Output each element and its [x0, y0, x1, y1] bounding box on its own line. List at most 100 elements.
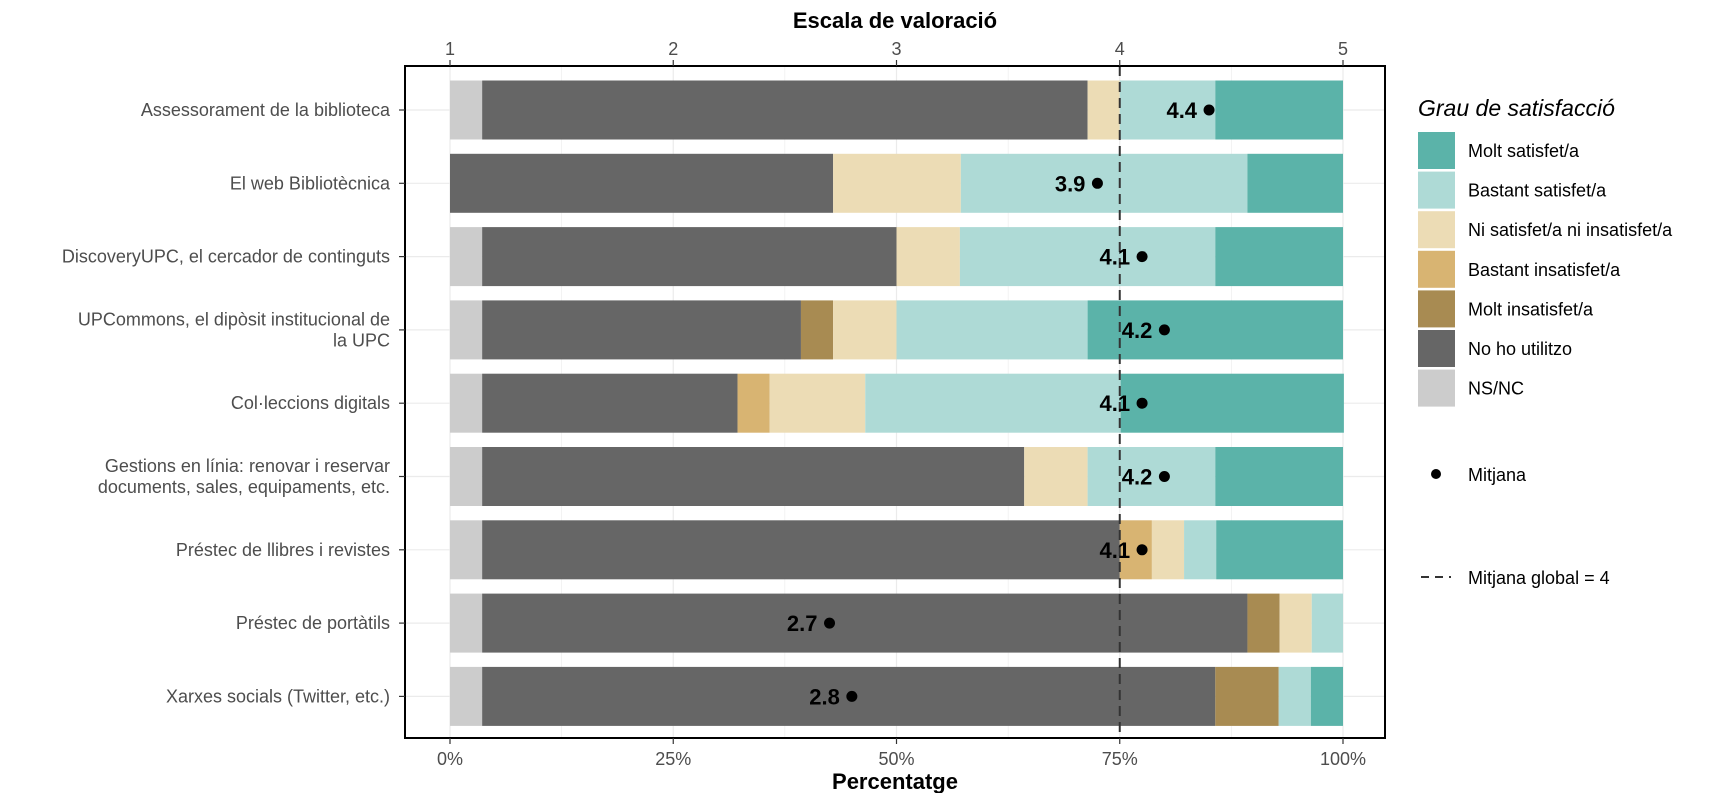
bar-segment: [1215, 227, 1343, 287]
category-label: Xarxes socials (Twitter, etc.): [166, 686, 390, 706]
bar-segment: [1279, 593, 1312, 653]
x2-tick-label: 1: [445, 39, 455, 59]
x-tick-label: 25%: [655, 749, 691, 769]
mean-label: 4.1: [1099, 245, 1130, 270]
bar-segment: [1120, 373, 1344, 433]
bar-segment: [1247, 153, 1343, 213]
bar-segment: [896, 227, 960, 287]
mean-label: 4.2: [1122, 318, 1153, 343]
mean-point: [824, 617, 836, 629]
top-axis-ticks: 1 2 3 4 5: [445, 39, 1348, 66]
bar-segment: [450, 153, 834, 213]
means-group: 4.4 3.9 4.1 4.2 4.1 4.2 4.1 2.7 2.8: [787, 98, 1215, 709]
mean-label: 4.1: [1099, 391, 1130, 416]
bar-segment: [833, 300, 897, 360]
category-label: Préstec de portàtils: [236, 613, 390, 633]
legend-item-label: Bastant insatisfet/a: [1468, 260, 1621, 280]
mean-label: 2.8: [809, 684, 840, 709]
legend-global-mean-label: Mitjana global = 4: [1468, 568, 1610, 588]
bar-segment: [1215, 666, 1279, 726]
legend-swatch: [1418, 290, 1455, 328]
bar-segment: [960, 153, 1248, 213]
mean-point: [1158, 471, 1170, 482]
mean-point: [1136, 397, 1148, 409]
x2-tick-label: 4: [1115, 39, 1125, 59]
legend-mean-point: [1431, 469, 1441, 479]
bar-segment: [450, 520, 483, 580]
category-label: Gestions en línia: renovar i reservar doc…: [98, 456, 390, 497]
mean-point: [1091, 177, 1103, 189]
x-tick-label: 0%: [437, 749, 463, 769]
bar-segment: [1216, 520, 1343, 580]
bar-segment: [737, 373, 770, 433]
bar-segment: [482, 593, 1248, 653]
bar-segment: [450, 300, 483, 360]
legend-swatch: [1418, 211, 1455, 249]
bar-segment: [450, 373, 483, 433]
legend-item-label: Ni satisfet/a ni insatisfet/a: [1468, 220, 1673, 240]
bar-segment: [1247, 593, 1280, 653]
bar-segment: [450, 227, 483, 287]
category-label: Col·leccions digitals: [231, 393, 390, 413]
bar-segment: [1310, 666, 1343, 726]
bottom-axis-title: Percentatge: [832, 769, 958, 793]
bar-segment: [1087, 80, 1120, 140]
category-label: DiscoveryUPC, el cercador de continguts: [62, 247, 390, 267]
bar-segment: [1278, 666, 1311, 726]
category-label: Assessorament de la biblioteca: [141, 100, 391, 120]
mean-point: [1136, 544, 1148, 556]
bar-segment: [1087, 447, 1216, 506]
legend-swatch: [1418, 132, 1455, 169]
bar-segment: [1024, 447, 1088, 506]
legend-item-label: NS/NC: [1468, 379, 1524, 399]
bar-segment: [450, 593, 483, 653]
category-label: El web Bibliotècnica: [230, 173, 391, 193]
x2-tick-label: 2: [668, 39, 678, 59]
mean-point: [846, 690, 858, 702]
legend-item-label: No ho utilitzo: [1468, 339, 1572, 359]
legend-swatch: [1418, 330, 1455, 367]
bar-segment: [769, 373, 866, 433]
mean-point: [1158, 324, 1170, 336]
legend-title: Grau de satisfacció: [1418, 95, 1615, 121]
bar-segment: [800, 300, 834, 360]
bar-segment: [1215, 80, 1343, 140]
legend-item-label: Bastant satisfet/a: [1468, 181, 1607, 201]
legend-item-label: Molt satisfet/a: [1468, 141, 1580, 161]
legend-swatch: [1418, 250, 1455, 288]
plot-panel-border: [404, 65, 1386, 739]
legend: Grau de satisfacció Molt satisfet/a Basta…: [1418, 95, 1673, 588]
bar-segment: [896, 300, 1088, 360]
x-tick-label: 100%: [1320, 749, 1366, 769]
bar-segment: [482, 520, 1120, 580]
x-tick-label: 50%: [878, 749, 914, 769]
mean-point: [1136, 251, 1148, 263]
legend-swatch: [1418, 369, 1455, 407]
bar-segment: [1184, 520, 1217, 580]
bar-segment: [450, 80, 483, 140]
legend-swatch: [1418, 171, 1455, 209]
mean-label: 3.9: [1055, 171, 1086, 196]
bar-segment: [482, 447, 1025, 506]
bar-segment: [1215, 447, 1343, 506]
bar-segment: [959, 227, 1216, 287]
category-label: UPCommons, el dipòsit institucional de la…: [78, 309, 390, 350]
mean-label: 4.1: [1099, 538, 1130, 563]
bar-segment: [1151, 520, 1185, 580]
x2-tick-label: 3: [891, 39, 901, 59]
legend-item-label: Molt insatisfet/a: [1468, 299, 1594, 319]
x2-tick-label: 5: [1338, 39, 1348, 59]
bar-segment: [1311, 593, 1343, 653]
x-tick-label: 75%: [1102, 749, 1138, 769]
bar-segment: [865, 373, 1121, 433]
bar-segment: [482, 80, 1088, 140]
bar-segment: [833, 153, 961, 213]
top-axis-title: Escala de valoració: [793, 8, 997, 33]
category-labels: Assessorament de la biblioteca El web Bib…: [62, 100, 405, 706]
mean-label: 2.7: [787, 611, 818, 636]
bottom-axis-ticks: 0% 25% 50% 75% 100%: [437, 738, 1366, 769]
mean-label: 4.2: [1122, 465, 1153, 490]
bar-segment: [450, 447, 483, 506]
mean-label: 4.4: [1166, 98, 1197, 123]
